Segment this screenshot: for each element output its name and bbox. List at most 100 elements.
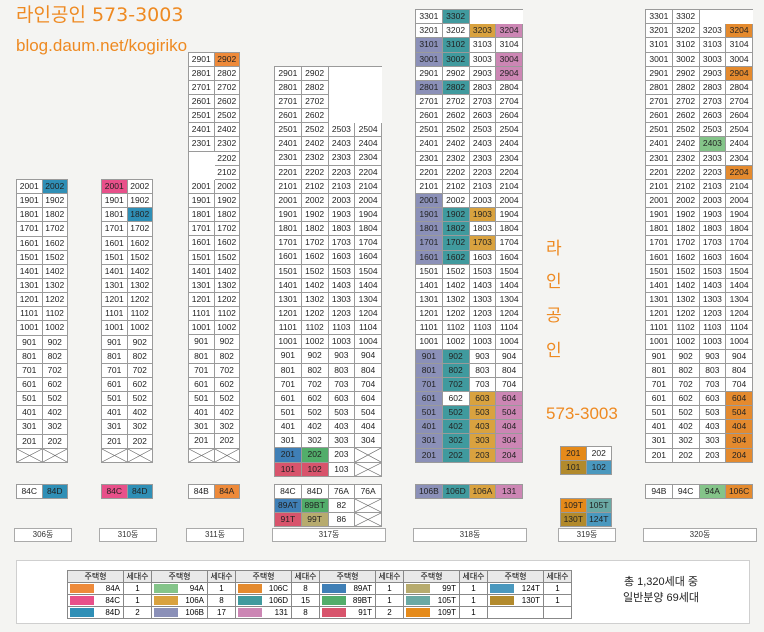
legend-header: 주택형 [404,571,460,583]
unit-type-row: 84C 84D [16,484,68,499]
legend-type-label: 89AT [353,584,372,593]
unit-cell: 801 [275,363,302,378]
unit-cell: 201 [189,434,215,449]
non-residential-cell [189,448,215,463]
unit-cell: 2701 [189,80,215,96]
unit-cell: 601 [416,391,443,407]
unit-cell: 3001 [416,52,443,67]
watermark-vertical-4: 인 [546,341,562,361]
unit-type-cell: 94A [699,485,727,499]
unit-cell: 1202 [301,307,329,322]
unit-cell: 602 [214,377,240,393]
unit-cell: 2002 [127,180,153,195]
unit-cell: 903 [328,349,356,364]
unit-cell: 2304 [355,151,382,166]
legend-swatch [322,608,346,617]
unit-cell: 502 [672,406,700,421]
unit-cell: 1403 [699,278,727,293]
unit-cell: 803 [328,363,356,378]
non-residential-cell [355,499,382,513]
unit-cell: 2204 [726,165,753,180]
unit-cell: 2102 [301,179,329,194]
unit-cell: 202 [442,448,470,463]
unit-cell: 1702 [214,222,240,237]
unit-cell: 504 [355,406,382,421]
non-residential-cell [127,448,153,463]
legend-count: 1 [460,583,488,595]
unit-cell: 1701 [189,222,215,237]
unit-cell: 2101 [275,179,302,194]
unit-cell: 203 [469,448,497,463]
unit-cell: 401 [275,420,302,435]
unit-cell: 1002 [42,321,68,336]
unit-cell: 1001 [416,335,443,350]
unit-cell: 1102 [672,321,700,336]
unit-cell: 2404 [496,137,523,152]
unit-cell: 1004 [355,335,382,350]
unit-cell: 2401 [275,137,302,152]
unit-cell: 1202 [42,293,68,308]
unit-cell: 1702 [442,236,470,251]
unit-cell: 1602 [442,250,470,265]
unit-cell: 302 [42,420,68,435]
unit-cell: 404 [726,420,753,435]
legend-count: 2 [376,607,404,619]
unit-cell: 1704 [355,236,382,251]
unit-cell: 902 [214,335,240,350]
building-310: 2001 2002 1901 1902 1801 1802 1701 1702 1601 1602… [101,179,153,463]
unit-grid: 201 202 101 102 [560,445,612,475]
legend-type: 131 [236,607,292,619]
unit-cell: 802 [301,363,329,378]
unit-cell: 601 [646,391,673,407]
unit-cell: 2203 [699,165,727,180]
unit-cell: 1401 [416,278,443,293]
unit-cell: 702 [301,377,329,392]
legend-type-label: 106B [185,608,204,617]
unit-cell: 702 [127,363,153,378]
unit-cell: 702 [214,363,240,378]
unit-cell: 202 [586,446,612,461]
unit-cell: 3203 [469,24,497,39]
legend-count: 1 [124,583,152,595]
unit-cell: 1104 [726,321,753,336]
unit-cell: 3302 [442,10,470,25]
unit-cell: 1601 [646,250,673,265]
unit-cell: 3104 [496,38,523,53]
unit-cell: 704 [355,377,382,392]
unit-cell: 303 [328,434,356,449]
unit-cell: 2501 [646,123,673,138]
unit-cell: 1201 [275,307,302,322]
unit-cell: 602 [442,391,470,407]
unit-cell: 2203 [469,165,497,180]
unit-cell: 1604 [496,250,523,265]
unit-cell: 2001 [416,194,443,209]
unit-cell: 403 [699,420,727,435]
unit-cell: 1501 [189,250,215,265]
unit-cell: 2903 [469,66,497,81]
legend-type-label: 84A [105,584,120,593]
unit-cell: 703 [328,377,356,392]
unit-cell: 2102 [442,179,470,195]
unit-type-cell: 84D [301,485,329,499]
unit-cell: 2504 [726,123,753,138]
legend-count: 8 [292,607,320,619]
unit-cell: 2304 [496,151,523,166]
unit-cell: 2504 [355,123,382,138]
unit-cell: 101 [561,460,587,475]
unit-cell: 1904 [726,208,753,223]
unit-cell: 1402 [442,278,470,293]
unit-cell: 1104 [496,321,523,336]
unit-cell: 2702 [442,95,470,110]
unit-cell: 1702 [672,236,700,251]
unit-cell: 2603 [699,109,727,124]
unit-cell: 2103 [699,179,727,195]
unit-cell: 1704 [496,236,523,251]
unit-cell: 403 [328,420,356,435]
unit-cell: 1101 [646,321,673,336]
unit-cell: 701 [189,363,215,378]
unit-type-cell: 99T [301,513,329,527]
unit-cell: 1501 [416,264,443,279]
unit-cell: 2702 [672,95,700,110]
empty-cell [470,10,497,24]
unit-cell: 2204 [355,165,382,180]
